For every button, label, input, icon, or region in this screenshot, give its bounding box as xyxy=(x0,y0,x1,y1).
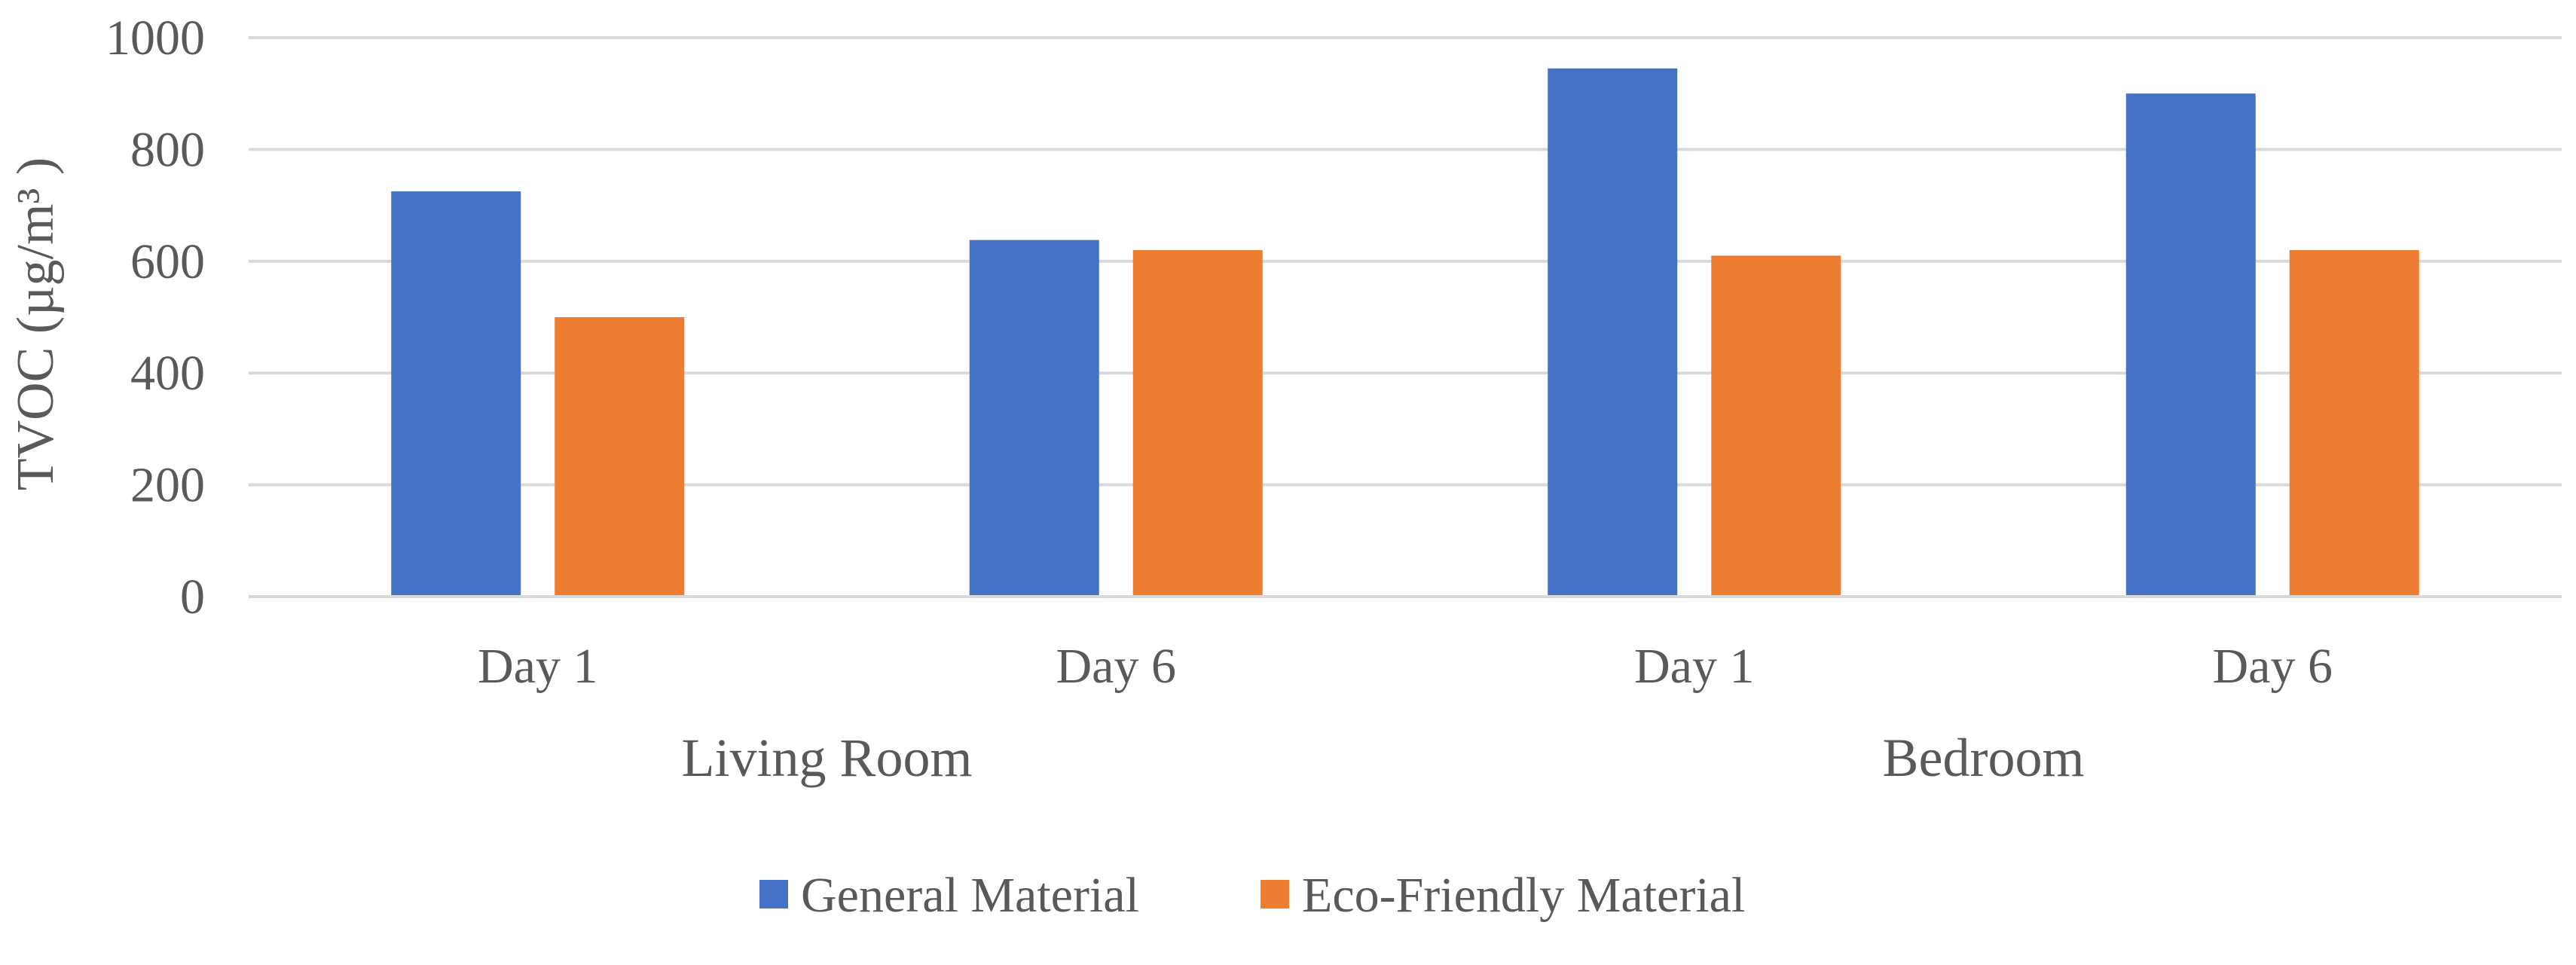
bar-eco-friendly-material xyxy=(1711,255,1841,597)
legend-label: General Material xyxy=(801,868,1139,923)
y-tick-label: 200 xyxy=(130,458,205,513)
x-group-label: Living Room xyxy=(681,728,972,788)
x-tick-label: Day 6 xyxy=(1056,639,1176,694)
legend-swatch xyxy=(759,880,788,909)
y-tick-label: 400 xyxy=(130,346,205,401)
y-tick-label: 0 xyxy=(180,570,205,625)
x-group-label: Bedroom xyxy=(1883,728,2085,788)
bar-eco-friendly-material xyxy=(2289,249,2419,597)
x-tick-label: Day 1 xyxy=(1634,639,1754,694)
y-axis-title: TVOC (µg/m³ ) xyxy=(7,157,65,490)
legend: General Material Eco-Friendly Material xyxy=(759,868,1745,923)
bar-general-material xyxy=(969,240,1099,597)
bar-general-material xyxy=(1548,68,1678,597)
axis-labels: 0 200 400 600 800 1000 Day 1 Day 6 Day 1 Day 6 Liv… xyxy=(105,11,2562,788)
bar-eco-friendly-material xyxy=(555,317,685,597)
bar-general-material xyxy=(2125,93,2256,597)
y-tick-label: 800 xyxy=(130,122,205,177)
x-tick-label: Day 1 xyxy=(478,639,597,694)
legend-swatch xyxy=(1260,880,1289,909)
bar-general-material xyxy=(391,191,521,597)
bar-eco-friendly-material xyxy=(1132,249,1263,597)
x-tick-label: Day 6 xyxy=(2213,639,2333,694)
y-tick-label: 1000 xyxy=(105,11,205,66)
bars xyxy=(391,68,2419,597)
legend-label: Eco-Friendly Material xyxy=(1302,868,1745,923)
y-tick-label: 600 xyxy=(130,234,205,289)
